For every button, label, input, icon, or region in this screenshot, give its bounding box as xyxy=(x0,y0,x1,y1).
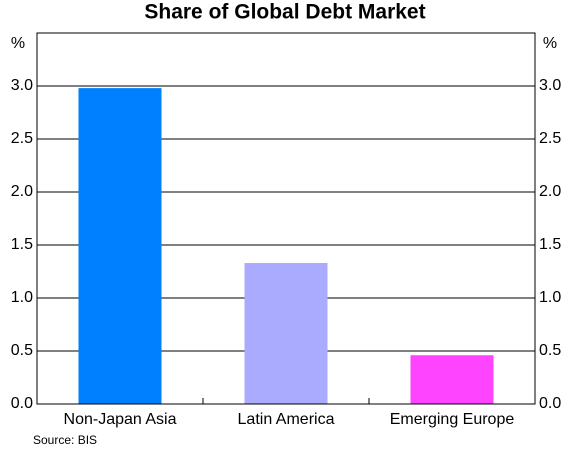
y2-tick-label: 3.0 xyxy=(539,77,561,94)
y2-tick-label: 0.0 xyxy=(539,395,561,412)
y2-tick-label: 1.5 xyxy=(539,236,561,253)
y-tick-label: 0.0 xyxy=(11,395,33,412)
y2-tick-label: 2.0 xyxy=(539,183,561,200)
y-tick-label: 1.0 xyxy=(11,289,33,306)
y-tick-label: 1.5 xyxy=(11,236,33,253)
y-tick-label: 3.0 xyxy=(11,77,33,94)
y2-tick-label: 0.5 xyxy=(539,342,561,359)
chart-title: Share of Global Debt Market xyxy=(144,1,425,24)
plot-frame xyxy=(36,32,536,405)
bar xyxy=(410,355,494,404)
x-tick-label: Emerging Europe xyxy=(390,411,515,428)
y-tick-label: 2.5 xyxy=(11,130,33,147)
x-tick-label: Latin America xyxy=(238,411,335,428)
x-tick-label: Non-Japan Asia xyxy=(64,411,177,428)
y-tick-label: 0.5 xyxy=(11,342,33,359)
y2-tick-label: 1.0 xyxy=(539,289,561,306)
bar xyxy=(78,88,162,405)
bar xyxy=(244,263,328,404)
y2-tick-label: 2.5 xyxy=(539,130,561,147)
y-tick-label: 2.0 xyxy=(11,183,33,200)
y-unit-right: % xyxy=(543,35,557,52)
source: Source: BIS xyxy=(33,433,97,447)
y-unit-left: % xyxy=(11,35,25,52)
